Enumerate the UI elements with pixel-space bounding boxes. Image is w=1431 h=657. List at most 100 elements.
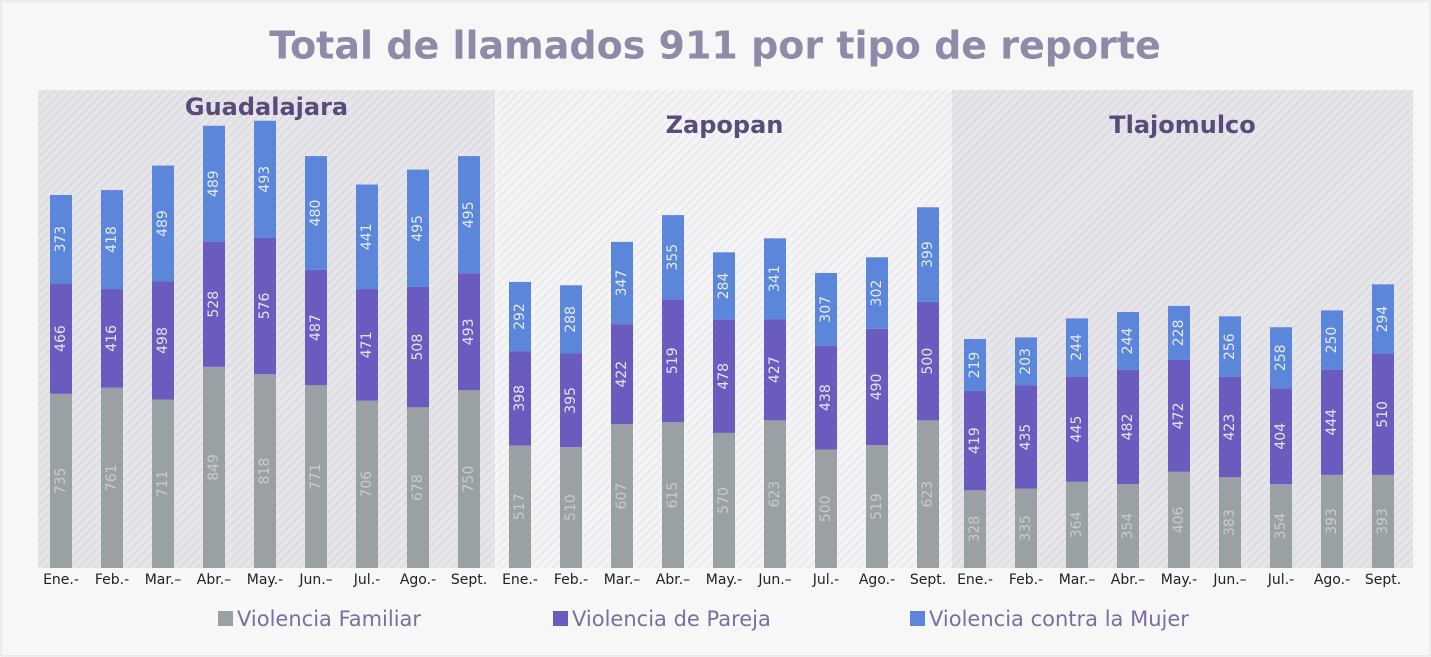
x-tick-label: Jun.– xyxy=(1212,572,1246,588)
bar-segment xyxy=(1015,337,1037,386)
bar-segment xyxy=(305,385,327,568)
data-label: 284 xyxy=(716,273,732,300)
data-label: 445 xyxy=(1069,416,1085,443)
data-label: 576 xyxy=(257,292,273,319)
data-label: 373 xyxy=(53,226,69,253)
bar-segment xyxy=(917,301,939,421)
data-label: 406 xyxy=(1171,506,1187,533)
chart-title: Total de llamados 911 por tipo de report… xyxy=(269,24,1161,68)
data-label: 258 xyxy=(1273,344,1289,371)
x-tick-label: May.- xyxy=(706,572,742,588)
data-label: 203 xyxy=(1018,348,1034,375)
data-label: 292 xyxy=(512,303,528,330)
legend-swatch xyxy=(553,611,568,626)
x-tick-label: Feb.- xyxy=(1009,572,1043,588)
data-label: 438 xyxy=(818,384,834,411)
bar-segment xyxy=(1372,353,1394,475)
data-label: 228 xyxy=(1171,320,1187,347)
data-label: 444 xyxy=(1324,409,1340,436)
bar-segment xyxy=(1270,388,1292,485)
bar-segment xyxy=(611,424,633,568)
data-label: 435 xyxy=(1018,424,1034,451)
data-label: 480 xyxy=(308,200,324,227)
x-tick-label: Ago.- xyxy=(859,572,895,588)
data-label: 422 xyxy=(614,361,630,388)
bar-segment xyxy=(101,387,123,568)
data-label: 355 xyxy=(665,244,681,271)
bar-segment xyxy=(662,215,684,300)
bar-segment xyxy=(662,299,684,423)
data-label: 347 xyxy=(614,270,630,297)
bar-segment xyxy=(1219,316,1241,377)
data-label: 510 xyxy=(1375,401,1391,428)
data-label: 623 xyxy=(920,481,936,508)
data-label: 399 xyxy=(920,241,936,268)
bar-segment xyxy=(1219,477,1241,568)
legend-label: Violencia Familiar xyxy=(237,607,421,631)
data-label: 495 xyxy=(461,201,477,228)
bar-segment xyxy=(1117,484,1139,568)
bar-segment xyxy=(407,407,429,568)
bar-segment xyxy=(560,447,582,568)
data-label: 750 xyxy=(461,466,477,493)
data-label: 418 xyxy=(104,226,120,253)
bar-segment xyxy=(1270,484,1292,568)
bar-segment xyxy=(1270,327,1292,389)
data-label: 307 xyxy=(818,296,834,323)
bar-segment xyxy=(152,165,174,282)
bar-segment xyxy=(764,238,786,320)
bar-segment xyxy=(1066,376,1088,482)
x-tick-label: Mar.– xyxy=(145,572,182,588)
bar-segment xyxy=(1321,310,1343,370)
bar-segment xyxy=(866,257,888,329)
bar-segment xyxy=(1372,284,1394,354)
data-label: 294 xyxy=(1375,306,1391,333)
x-tick-label: May.- xyxy=(247,572,283,588)
data-label: 678 xyxy=(410,474,426,501)
bar-segment xyxy=(1321,369,1343,475)
data-label: 818 xyxy=(257,458,273,485)
data-label: 441 xyxy=(359,223,375,250)
x-tick-label: Jul.- xyxy=(353,572,380,588)
data-label: 354 xyxy=(1120,513,1136,540)
bar-segment xyxy=(815,272,837,346)
bar-segment xyxy=(964,390,986,491)
bar-segment xyxy=(1372,474,1394,568)
bar-segment xyxy=(964,339,986,391)
data-label: 354 xyxy=(1273,513,1289,540)
legend-swatch xyxy=(910,611,925,626)
bar-segment xyxy=(509,281,531,352)
data-label: 482 xyxy=(1120,414,1136,441)
x-tick-label: Abr.– xyxy=(656,572,690,588)
bar-segment xyxy=(407,169,429,287)
bar-segment xyxy=(152,399,174,568)
x-tick-label: Abr.– xyxy=(1111,572,1145,588)
bar-segment xyxy=(50,194,72,284)
data-label: 219 xyxy=(967,352,983,379)
data-label: 288 xyxy=(563,306,579,333)
x-tick-label: Mar.– xyxy=(604,572,641,588)
data-label: 383 xyxy=(1222,509,1238,536)
bar-segment xyxy=(1321,474,1343,568)
data-label: 423 xyxy=(1222,414,1238,441)
data-label: 508 xyxy=(410,334,426,361)
data-label: 478 xyxy=(716,363,732,390)
data-label: 517 xyxy=(512,493,528,520)
bar-segment xyxy=(611,241,633,325)
bar-segment xyxy=(815,345,837,450)
data-label: 761 xyxy=(104,464,120,491)
data-label: 302 xyxy=(869,280,885,307)
panel-title: Guadalajara xyxy=(185,93,348,121)
bar-segment xyxy=(611,324,633,425)
bar-segment xyxy=(356,184,378,290)
bar-segment xyxy=(203,241,225,367)
bar-segment xyxy=(917,420,939,568)
data-label: 364 xyxy=(1069,511,1085,538)
x-tick-label: Ago.- xyxy=(400,572,436,588)
bar-segment xyxy=(509,445,531,568)
data-label: 500 xyxy=(920,348,936,375)
bar-segment xyxy=(866,328,888,445)
bar-segment xyxy=(305,269,327,386)
data-label: 393 xyxy=(1324,508,1340,535)
data-label: 493 xyxy=(257,166,273,193)
